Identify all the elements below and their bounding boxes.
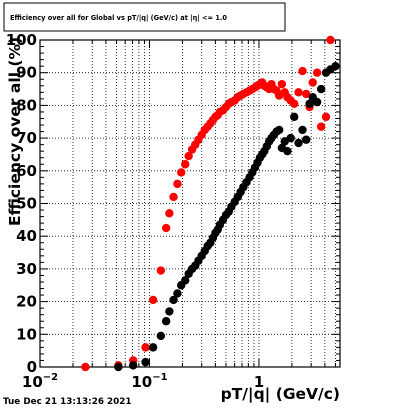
y-tick-label: 90 — [16, 64, 37, 82]
data-point — [316, 122, 326, 131]
data-point — [141, 343, 150, 352]
y-axis-title: Efficiency over all (%) — [6, 37, 24, 226]
data-point — [169, 192, 178, 202]
axis-ticks — [39, 39, 340, 368]
data-point — [316, 84, 326, 94]
y-tick-label: 40 — [16, 227, 37, 245]
series-1 — [81, 35, 335, 372]
chart-title: Efficiency over all for Global vs pT/|q|… — [10, 14, 227, 23]
x-tick-label: 1 — [254, 373, 264, 391]
data-point — [290, 112, 299, 122]
y-tick-label: 80 — [16, 96, 37, 114]
data-point — [321, 112, 331, 122]
data-point — [308, 78, 317, 87]
data-point — [312, 68, 322, 77]
data-point — [114, 362, 123, 372]
data-point — [301, 135, 311, 144]
data-point — [301, 89, 311, 99]
y-tick-label: 0 — [27, 358, 37, 376]
data-series — [81, 35, 340, 372]
data-point — [181, 160, 190, 169]
data-point — [148, 343, 158, 352]
data-point — [156, 266, 166, 275]
data-point — [173, 289, 182, 298]
data-point — [165, 307, 174, 316]
data-point — [298, 125, 307, 135]
data-point — [81, 362, 90, 372]
series-2 — [114, 61, 340, 372]
y-tick-label: 10 — [16, 325, 37, 343]
data-point — [141, 357, 150, 367]
data-point — [128, 361, 138, 370]
data-point — [169, 295, 178, 305]
y-tick-label: 50 — [16, 195, 37, 213]
y-tick-label: 70 — [16, 129, 37, 147]
data-point — [161, 317, 171, 326]
data-point — [290, 99, 299, 108]
data-point — [286, 133, 295, 143]
data-point — [173, 179, 182, 189]
data-point — [277, 79, 287, 89]
data-point — [305, 99, 314, 108]
data-point — [156, 331, 166, 341]
data-point — [184, 151, 193, 161]
data-point — [274, 125, 284, 135]
data-point — [312, 97, 322, 107]
y-tick-label: 100 — [6, 31, 37, 49]
data-point — [161, 223, 171, 233]
data-point — [177, 168, 186, 177]
data-point — [298, 66, 307, 76]
y-tick-label: 20 — [16, 293, 37, 311]
data-point — [326, 35, 335, 45]
data-point — [181, 276, 190, 285]
title-box: Efficiency over all for Global vs pT/|q|… — [3, 2, 286, 32]
x-axis-title: pT/|q| (GeV/c) — [221, 385, 340, 404]
y-tick-label: 60 — [16, 162, 37, 180]
data-point — [283, 146, 292, 156]
data-point — [294, 88, 303, 97]
title-frame — [3, 2, 286, 32]
data-point — [148, 295, 158, 305]
data-point — [165, 209, 174, 218]
data-point — [331, 61, 340, 71]
timestamp: Tue Dec 21 13:13:26 2021 — [3, 397, 131, 407]
data-point — [294, 138, 303, 148]
y-tick-label: 30 — [16, 260, 37, 278]
